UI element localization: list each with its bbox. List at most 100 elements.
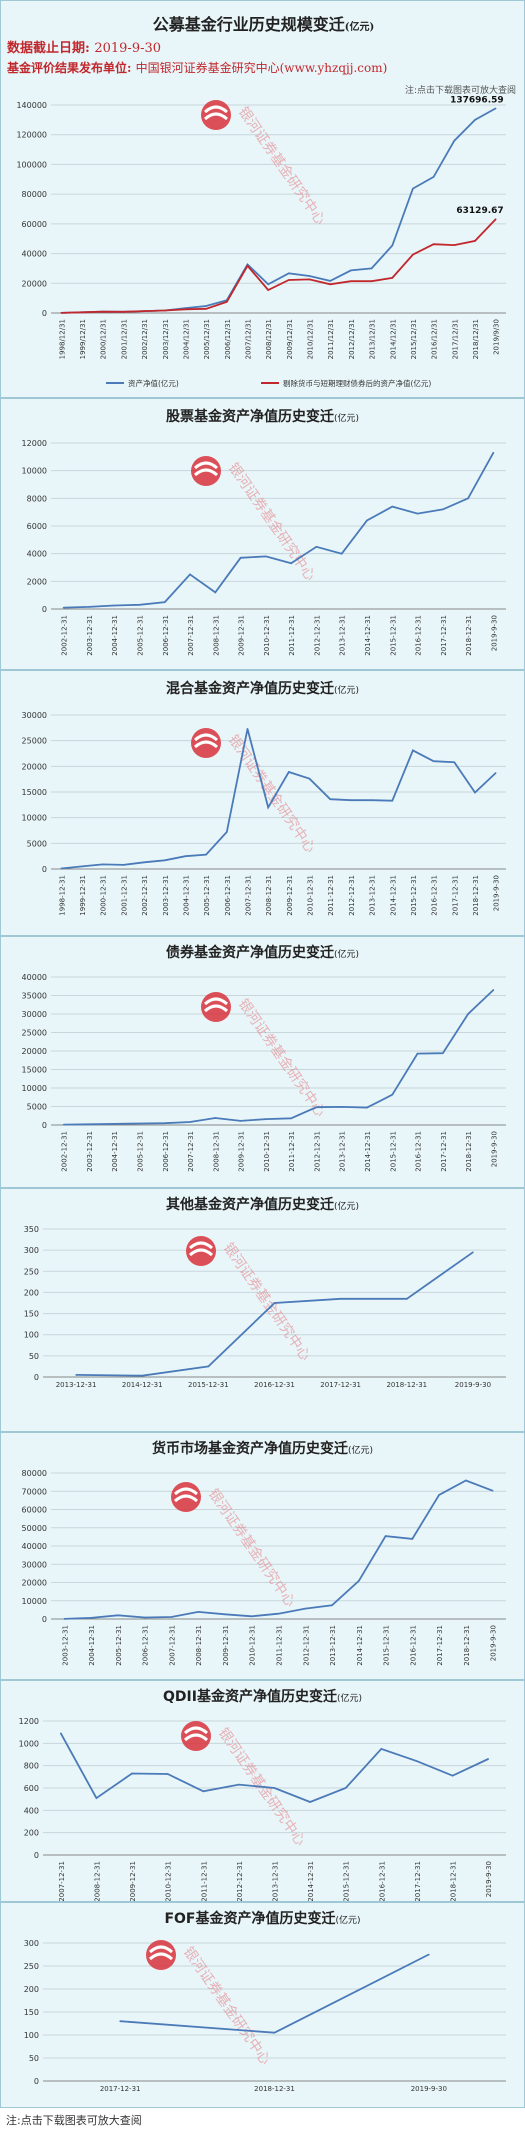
data-point bbox=[184, 855, 187, 857]
y-tick-label: 30000 bbox=[22, 1010, 47, 1019]
y-tick-label: 40000 bbox=[22, 250, 47, 259]
chart-title-unit: (亿元) bbox=[334, 684, 359, 696]
data-point bbox=[350, 280, 352, 283]
watermark-text: 银河证券基金研究中心 bbox=[205, 1486, 299, 1610]
watermark-text: 银河证券基金研究中心 bbox=[225, 460, 319, 584]
x-tick-label: 2016-12-31 bbox=[409, 1625, 417, 1666]
x-tick-label: 2019-9-30 bbox=[493, 875, 501, 911]
x-tick-label: 2010-12-31 bbox=[263, 1131, 271, 1172]
x-tick-label: 2017-12-31 bbox=[100, 2085, 141, 2093]
chart-fof: FOF基金资产净值历史变迁(亿元) 0 50 100 150 200 250 300 2017-… bbox=[24, 1910, 506, 2093]
data-point bbox=[412, 749, 414, 752]
data-point bbox=[370, 799, 373, 802]
y-tick-label: 10000 bbox=[22, 1084, 47, 1093]
page-title-unit: (亿元) bbox=[344, 22, 375, 33]
data-point bbox=[491, 1489, 494, 1492]
x-tick-label: 2019-9-30 bbox=[490, 1131, 498, 1167]
watermark-logo-arc-icon bbox=[183, 1726, 209, 1735]
data-point bbox=[350, 269, 352, 272]
x-tick-label: 2004-12-31 bbox=[182, 875, 190, 916]
x-tick-label: 2013-12-31 bbox=[329, 1625, 337, 1666]
watermark: 银河证券基金研究中心 bbox=[146, 1940, 274, 2068]
data-point bbox=[357, 1580, 360, 1582]
watermark-logo-arc-icon bbox=[203, 112, 229, 121]
y-tick-label: 50 bbox=[29, 2054, 39, 2063]
data-point bbox=[391, 277, 394, 279]
y-tick-label: 1000 bbox=[19, 1739, 39, 1748]
x-tick-label: 2019-9-30 bbox=[490, 615, 498, 651]
chart-title-unit: (亿元) bbox=[334, 412, 359, 424]
x-tick-label: 2012-12-31 bbox=[348, 875, 356, 916]
x-tick-label: 2013-12-31 bbox=[339, 615, 347, 656]
y-tick-label: 70000 bbox=[22, 1487, 47, 1496]
watermark-logo-arc-icon bbox=[148, 1945, 174, 1954]
x-tick-label: 2016-12-31 bbox=[415, 1131, 423, 1172]
data-point bbox=[101, 863, 104, 866]
x-tick-label: 2015/12/31 bbox=[410, 319, 418, 359]
x-tick-label: 2014-12-31 bbox=[389, 875, 397, 916]
x-tick-label: 1998-12-31 bbox=[58, 875, 66, 916]
data-point bbox=[451, 1774, 454, 1777]
y-tick-label: 4000 bbox=[27, 550, 47, 559]
x-tick-label: 2018-12-31 bbox=[465, 615, 473, 656]
data-point bbox=[340, 1106, 343, 1108]
data-point bbox=[95, 1797, 98, 1799]
x-tick-label: 2003-12-31 bbox=[86, 615, 94, 656]
y-tick-label: 100 bbox=[24, 2031, 39, 2040]
watermark: 银河证券基金研究中心 bbox=[201, 992, 329, 1120]
y-tick-label: 60000 bbox=[22, 220, 47, 229]
data-point bbox=[467, 497, 469, 500]
x-tick-label: 2000/12/31 bbox=[100, 319, 108, 359]
data-point bbox=[224, 1613, 226, 1616]
data-point bbox=[290, 1117, 292, 1120]
data-point bbox=[214, 591, 217, 594]
x-tick-label: 2015-12-31 bbox=[389, 1131, 397, 1172]
watermark-logo-arc-icon bbox=[203, 105, 229, 114]
x-tick-label: 2012-12-31 bbox=[313, 1131, 321, 1172]
series-line bbox=[61, 107, 497, 314]
x-tick-label: 2010/12/31 bbox=[307, 319, 315, 359]
data-point bbox=[288, 272, 290, 275]
watermark: 银河证券基金研究中心 bbox=[186, 1236, 314, 1364]
series-line bbox=[63, 989, 495, 1126]
watermark-logo-arc-icon bbox=[183, 1733, 209, 1742]
x-tick-label: 2005-12-31 bbox=[115, 1625, 123, 1666]
x-tick-label: 2018-12-31 bbox=[386, 1381, 427, 1389]
data-point bbox=[250, 1615, 253, 1618]
data-point bbox=[163, 1122, 166, 1124]
data-point bbox=[290, 562, 292, 565]
data-point bbox=[246, 264, 249, 267]
y-tick-label: 10000 bbox=[22, 467, 47, 476]
x-tick-label: 2008-12-31 bbox=[265, 875, 273, 916]
x-tick-label: 2006-12-31 bbox=[142, 1625, 150, 1666]
chart-panel-other: 其他基金资产净值历史变迁(亿元) 0 50 100 150 200 250 300 350 201… bbox=[0, 1188, 525, 1432]
x-tick-label: 2010-12-31 bbox=[307, 875, 315, 916]
chart-panel-bond: 债券基金资产净值历史变迁(亿元) 0 5000 10000 15000 20000 2500… bbox=[0, 936, 525, 1188]
data-point bbox=[81, 865, 83, 868]
chart-bond: 债券基金资产净值历史变迁(亿元) 0 5000 10000 15000 20000 2500… bbox=[22, 944, 506, 1172]
x-tick-label: 2017-12-31 bbox=[440, 1131, 448, 1172]
x-tick-label: 2012-12-31 bbox=[313, 615, 321, 656]
x-tick-label: 2004-12-31 bbox=[111, 615, 119, 656]
data-point bbox=[117, 1614, 119, 1617]
y-tick-label: 2000 bbox=[27, 577, 47, 586]
x-tick-label: 2011-12-31 bbox=[327, 875, 335, 916]
y-tick-label: 30000 bbox=[22, 1560, 47, 1569]
watermark-logo-arc-icon bbox=[203, 997, 229, 1006]
x-tick-label: 2018-12-31 bbox=[450, 1861, 458, 1901]
y-tick-label: 150 bbox=[24, 1310, 39, 1319]
x-tick-label: 2009/12/31 bbox=[286, 319, 294, 359]
x-tick-label: 2011-12-31 bbox=[276, 1625, 284, 1666]
data-point bbox=[288, 771, 290, 773]
x-tick-label: 2003-12-31 bbox=[61, 1625, 69, 1666]
x-tick-label: 2004/12/31 bbox=[182, 319, 190, 359]
y-tick-label: 250 bbox=[24, 1267, 39, 1276]
x-tick-label: 2013/12/31 bbox=[369, 319, 377, 359]
data-point bbox=[370, 280, 373, 283]
data-point bbox=[405, 1297, 408, 1300]
data-point bbox=[238, 1783, 240, 1786]
x-tick-label: 2012-12-31 bbox=[302, 1625, 310, 1666]
x-tick-label: 2005-12-31 bbox=[136, 1131, 144, 1172]
x-tick-label: 2005-12-31 bbox=[203, 875, 211, 916]
